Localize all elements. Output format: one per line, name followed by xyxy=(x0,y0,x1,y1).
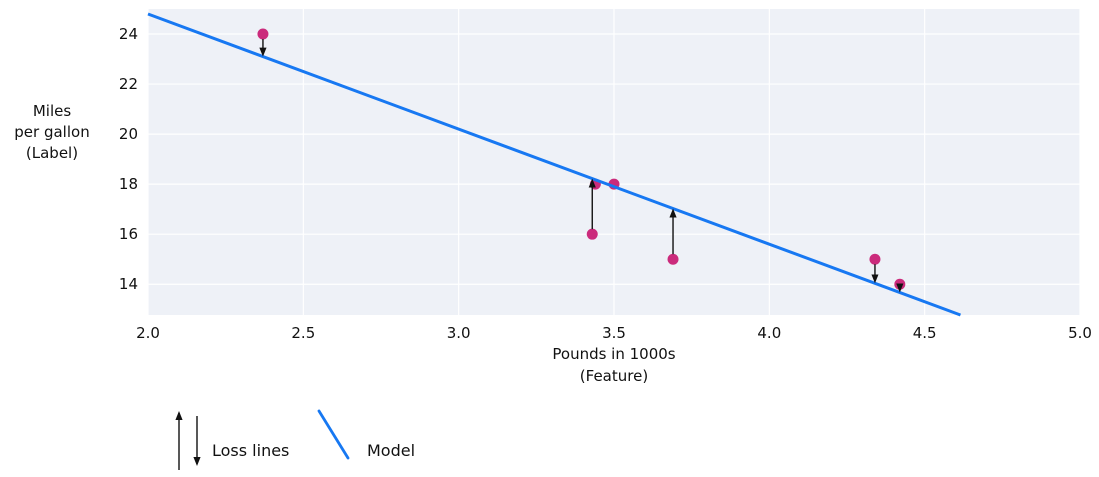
data-point xyxy=(257,28,269,40)
y-tick-label: 20 xyxy=(119,125,138,143)
model-line-group xyxy=(147,12,961,317)
x-tick-label: 2.0 xyxy=(136,324,160,342)
x-tick-label: 3.0 xyxy=(447,324,471,342)
x-axis-tick-labels: 2.0 2.5 3.0 3.5 4.0 4.5 5.0 xyxy=(136,324,1092,342)
y-tick-label: 18 xyxy=(119,175,138,193)
y-axis-title: Miles per gallon (Label) xyxy=(14,102,89,162)
x-tick-label: 2.5 xyxy=(291,324,315,342)
y-axis-title-line: (Label) xyxy=(26,144,78,162)
model-line xyxy=(147,12,961,317)
x-tick-label: 4.5 xyxy=(913,324,937,342)
loss-arrows xyxy=(259,39,904,293)
x-tick-label: 3.5 xyxy=(602,324,626,342)
x-tick-label: 4.0 xyxy=(757,324,781,342)
y-axis-tick-labels: 14 16 18 20 22 24 xyxy=(119,25,138,293)
x-axis-title: Pounds in 1000s (Feature) xyxy=(552,345,675,385)
data-point xyxy=(667,253,679,265)
y-axis-title-line: Miles xyxy=(33,102,72,120)
y-axis-title-line: per gallon xyxy=(14,123,89,141)
y-tick-label: 22 xyxy=(119,75,138,93)
data-point xyxy=(586,228,598,240)
y-tick-label: 24 xyxy=(119,25,138,43)
x-tick-label: 5.0 xyxy=(1068,324,1092,342)
data-point xyxy=(894,278,906,290)
x-axis-title-line: (Feature) xyxy=(580,367,648,385)
model-line-icon xyxy=(317,409,350,460)
legend-item-loss-lines: Loss lines xyxy=(175,411,289,470)
y-tick-label: 14 xyxy=(119,275,138,293)
y-tick-label: 16 xyxy=(119,225,138,243)
legend: Loss lines Model xyxy=(175,409,415,470)
x-axis-title-line: Pounds in 1000s xyxy=(552,345,675,363)
legend-label-loss-lines: Loss lines xyxy=(212,441,289,460)
data-point xyxy=(869,253,881,265)
legend-item-model: Model xyxy=(317,409,415,460)
legend-label-model: Model xyxy=(367,441,415,460)
